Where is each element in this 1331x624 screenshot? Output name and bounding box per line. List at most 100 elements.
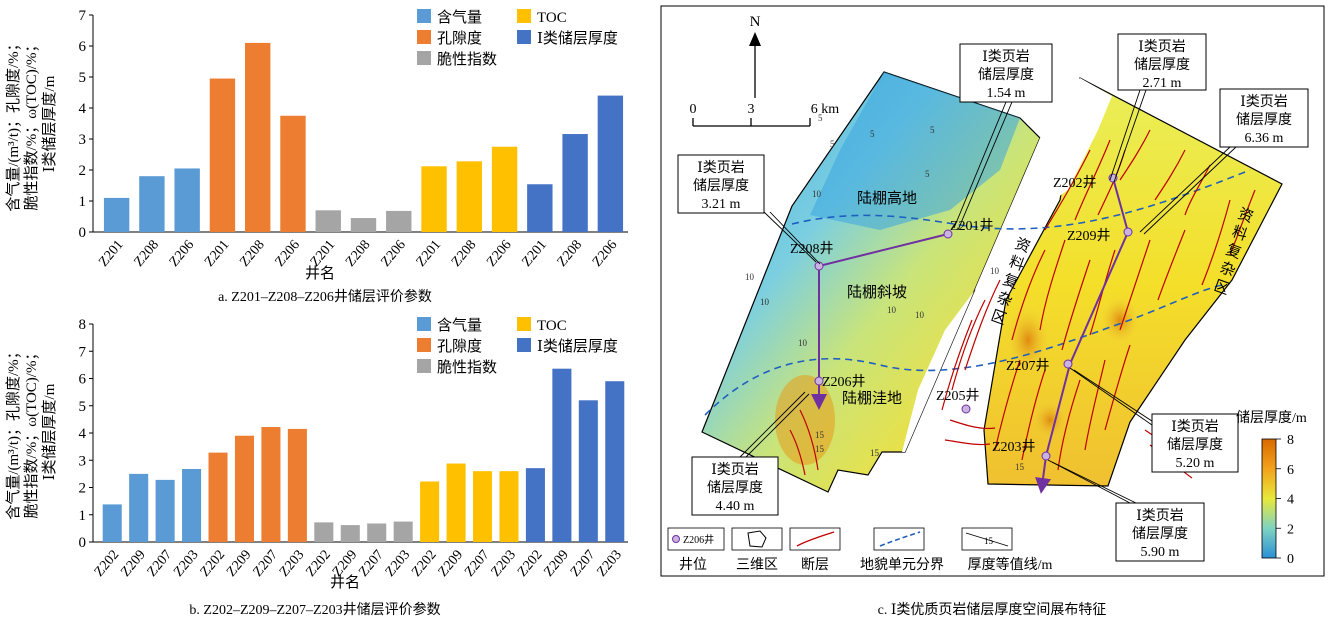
callout-text: 5.20 m — [1176, 456, 1215, 471]
contour-label: 10 — [887, 305, 897, 315]
legend-swatch — [517, 338, 531, 352]
y-tick-label: 7 — [79, 344, 87, 360]
callout-text: Ⅰ类页岩 — [1136, 508, 1184, 524]
fault-line — [789, 429, 806, 476]
y-tick-label: 5 — [79, 70, 87, 86]
y-axis-label-line: Ⅰ类储层厚度/m — [41, 75, 58, 172]
colorbar-tick-label: 4 — [1287, 493, 1294, 508]
fault-line — [1154, 149, 1186, 201]
hot-zone-east-2 — [1100, 295, 1140, 345]
bar-thickness-Z202 — [525, 468, 545, 542]
callout-leader — [745, 393, 810, 458]
callout-leader — [957, 101, 1013, 231]
legend-label: 含气量 — [437, 317, 482, 334]
legend-label: Ⅰ类储层厚度 — [537, 338, 618, 355]
callout-box — [1219, 88, 1309, 148]
x-tick-label: Z201 — [308, 238, 338, 270]
bar-brittle-Z203 — [393, 521, 413, 542]
colorbar — [1261, 438, 1277, 559]
bar-thickness-Z207 — [578, 400, 598, 542]
callout-box — [1151, 413, 1239, 473]
y-tick-label: 2 — [79, 481, 87, 497]
bar-thickness-Z208 — [562, 134, 588, 232]
bar-porosity-Z207 — [261, 427, 281, 542]
x-tick-label: Z202 — [198, 548, 228, 580]
callout-leader — [769, 211, 821, 265]
fault-line — [1061, 259, 1091, 351]
callout-box — [1117, 33, 1207, 91]
fault-line — [1044, 149, 1091, 231]
complex-zone-gap — [902, 78, 1112, 452]
region-slope: 陆棚斜坡 — [847, 284, 907, 301]
callout-leader — [1143, 146, 1237, 235]
map-legend: Z206井 15 井位 三维区 断层 地貌单元分界 厚度等值线/m — [667, 527, 1052, 573]
y-tick-label: 5 — [79, 399, 87, 415]
complex-zone-char: 资 — [1236, 205, 1256, 226]
fault-line — [944, 439, 991, 446]
well-label: Z201井 — [950, 218, 994, 234]
y-axis-label-line: 脆性指数/%；ω(TOC)/%； — [22, 346, 40, 519]
y-tick-label: 1 — [79, 194, 87, 210]
callout-box — [691, 456, 779, 516]
x-tick-label: Z201 — [202, 238, 232, 270]
y-tick-label: 0 — [79, 225, 87, 241]
north-label: N — [750, 14, 761, 30]
callout-text: Ⅰ类页岩 — [1138, 39, 1186, 55]
y-tick-label: 2 — [79, 163, 87, 179]
bar-toc-Z206 — [491, 146, 518, 232]
x-tick-label: Z202 — [92, 548, 122, 580]
complex-zone-char: 复 — [1224, 240, 1244, 262]
x-tick-label: Z203 — [171, 548, 201, 580]
callout-leader — [1113, 89, 1147, 183]
chart-a-ylabel: 含气量/(m³/t)；孔隙度/%； 脆性指数/%；ω(TOC)/%； Ⅰ类储层厚度/… — [5, 36, 58, 211]
chart-a-bars — [103, 42, 624, 233]
landform-boundary-2 — [704, 284, 1223, 416]
x-tick-label: Z201 — [519, 238, 549, 270]
x-tick-label: Z208 — [237, 238, 267, 270]
well-label: Z206井 — [822, 374, 866, 390]
fault-line — [1011, 249, 1046, 341]
well-marker — [943, 229, 953, 239]
bar-gas-Z201 — [103, 197, 130, 232]
bar-thickness-Z206 — [597, 95, 624, 232]
x-tick-label: Z207 — [568, 548, 598, 580]
y-tick-label: 6 — [79, 372, 87, 388]
faults — [789, 129, 1256, 479]
contour-label: 10 — [915, 310, 925, 320]
bar-thickness-Z203 — [605, 381, 625, 542]
x-tick-label: Z201 — [96, 238, 126, 270]
callout-leader — [763, 211, 817, 263]
legend-contour-sample: 15 — [984, 536, 994, 546]
x-tick-label: Z202 — [515, 548, 545, 580]
bar-toc-Z203 — [499, 471, 519, 542]
y-tick-label: 3 — [79, 453, 87, 469]
well-label: Z203井 — [992, 439, 1036, 455]
callout-text: 储层厚度 — [693, 178, 749, 194]
callout-leader — [1069, 367, 1153, 426]
callout-box — [959, 43, 1053, 103]
chart-a: 含气量/(m³/t)；孔隙度/%； 脆性指数/%；ω(TOC)/%； Ⅰ类储层厚度/… — [5, 8, 628, 305]
callout-text: Ⅰ类页岩 — [982, 49, 1030, 65]
bar-thickness-Z209 — [552, 368, 572, 542]
complex-zone-char: 料 — [1007, 253, 1027, 274]
callout-text: 储层厚度 — [1167, 437, 1223, 453]
contour-label: 15 — [815, 430, 825, 440]
x-tick-label: Z207 — [145, 548, 175, 580]
survey-area-east — [983, 77, 1283, 487]
chart-b-xlabel: 井名 — [330, 574, 360, 591]
bar-brittle-Z202 — [314, 522, 334, 542]
complex-zone-char: 杂 — [995, 289, 1015, 310]
contour-label: 10 — [760, 297, 770, 307]
bar-gas-Z208 — [139, 176, 165, 232]
callout-text: 4.40 m — [716, 499, 755, 514]
complex-zone-char: 复 — [1001, 270, 1021, 292]
callout-text: 储层厚度 — [978, 67, 1034, 83]
callout-leader — [1051, 461, 1137, 504]
legend-label: 脆性指数 — [437, 358, 497, 376]
legend-swatch — [417, 30, 431, 44]
scale-label-0: 0 — [690, 102, 697, 117]
fault-line — [1074, 139, 1111, 221]
well-marker — [1063, 359, 1073, 369]
fault-line — [1184, 164, 1211, 216]
fault-line — [949, 419, 996, 430]
